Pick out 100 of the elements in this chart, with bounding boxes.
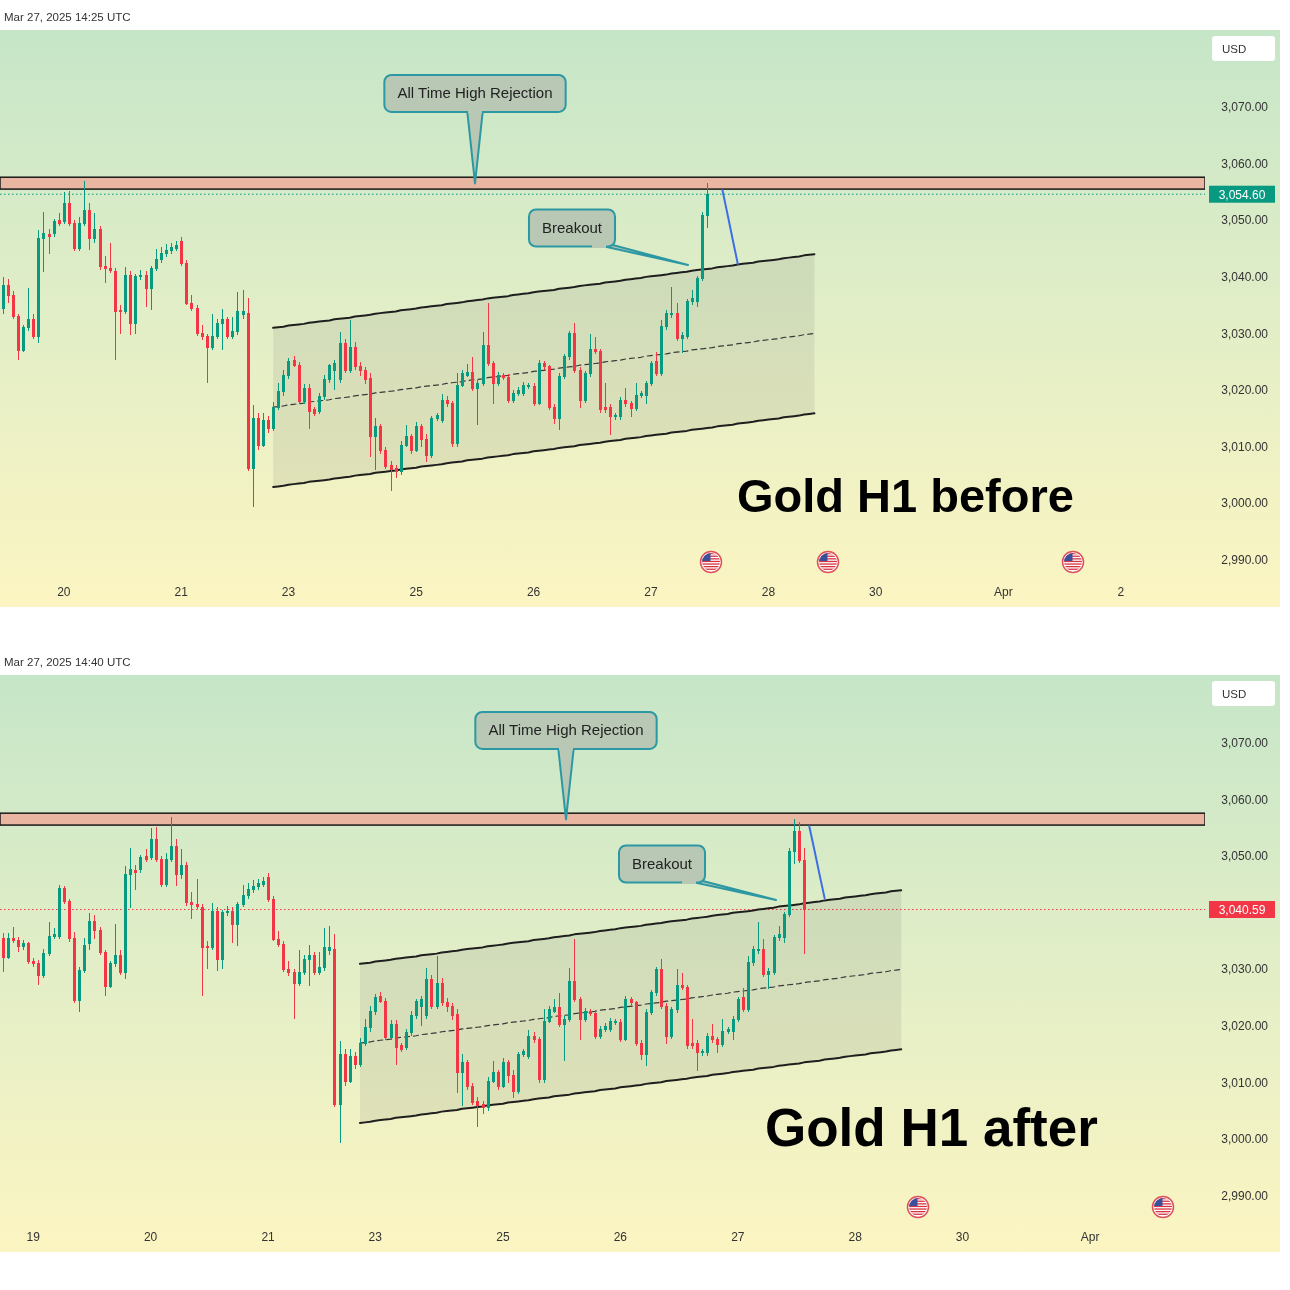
candlestick (252, 879, 255, 894)
candlestick (604, 1022, 607, 1033)
candlestick (482, 1100, 485, 1115)
candlestick (706, 1032, 709, 1057)
candlestick (242, 289, 245, 320)
candlestick (257, 412, 260, 451)
candlestick (73, 219, 76, 252)
y-tick-label: 3,020.00 (1221, 383, 1269, 398)
candlestick (492, 360, 495, 405)
line-series (808, 825, 826, 900)
candlestick (517, 386, 520, 397)
candlestick (461, 1053, 464, 1107)
candlestick (415, 421, 418, 453)
candlestick (226, 905, 229, 917)
y-tick-label: 3,020.00 (1221, 1019, 1269, 1034)
candlestick (548, 1005, 551, 1024)
candlestick (752, 945, 755, 967)
candlestick (716, 1036, 719, 1054)
candlestick (783, 911, 786, 944)
candlestick (624, 995, 627, 1042)
candlestick (42, 948, 45, 979)
x-tick-label: 21 (174, 585, 189, 599)
x-tick-label: 27 (644, 585, 658, 599)
candlestick (584, 1007, 587, 1023)
candlestick (635, 1000, 638, 1047)
candlestick (660, 319, 663, 377)
candlestick (665, 309, 668, 331)
candlestick (211, 902, 214, 951)
x-tick-label: 25 (409, 585, 424, 599)
candlestick (456, 1008, 459, 1094)
candlestick (696, 1039, 699, 1072)
candlestick (400, 1042, 403, 1053)
candlestick (114, 923, 117, 968)
line-series (359, 968, 902, 1044)
candlestick (395, 464, 398, 479)
candlestick (747, 955, 750, 1013)
candlestick (533, 1031, 536, 1044)
candlestick (686, 984, 689, 1050)
y-tick-label: 3,060.00 (1221, 792, 1269, 807)
x-tick-label: Apr (993, 585, 1013, 599)
candlestick (737, 996, 740, 1023)
candlestick (681, 972, 684, 991)
candlestick (236, 901, 239, 947)
candlestick (614, 1018, 617, 1026)
y-tick-label: 3,010.00 (1221, 1075, 1269, 1090)
candlestick (584, 370, 587, 404)
candlestick (732, 1015, 735, 1041)
candlestick (553, 998, 556, 1014)
candlestick (441, 393, 444, 424)
candlestick (630, 996, 633, 1007)
candlestick (155, 248, 158, 272)
candlestick (793, 818, 796, 865)
candlestick (502, 372, 505, 381)
candlestick (599, 348, 602, 414)
candlestick (282, 369, 285, 397)
candlestick (379, 991, 382, 1004)
candlestick (441, 977, 444, 1007)
text: Mar 27, 2025 14:40 UTC (4, 656, 131, 668)
candlestick (27, 287, 30, 332)
candlestick (7, 278, 10, 304)
candlestick (395, 1019, 398, 1066)
candlestick (145, 848, 148, 863)
candlestick (78, 966, 81, 1013)
candlestick (196, 304, 199, 337)
candlestick (757, 921, 760, 955)
candlestick (543, 1008, 546, 1084)
y-tick-label: 3,050.00 (1221, 849, 1269, 864)
candlestick (624, 387, 627, 408)
candlestick (573, 938, 576, 1003)
candlestick (344, 1048, 347, 1087)
candlestick (635, 382, 638, 412)
candlestick (119, 949, 122, 976)
candlestick (670, 1006, 673, 1040)
candlestick (594, 336, 597, 355)
candlestick (374, 993, 377, 1016)
candlestick (2, 932, 5, 973)
candlestick (58, 212, 61, 227)
candlestick (323, 927, 326, 972)
candlestick (303, 383, 306, 405)
annotation: All Time High Rejection (397, 84, 553, 102)
candlestick (645, 380, 648, 405)
candlestick (88, 912, 91, 951)
candlestick (150, 827, 153, 861)
candlestick (282, 940, 285, 973)
candlestick (420, 423, 423, 448)
candlestick (333, 359, 336, 391)
candlestick (328, 925, 331, 956)
x-tick-label: 26 (613, 1230, 628, 1244)
candlestick (691, 1018, 694, 1050)
x-tick-label: 23 (281, 585, 296, 599)
x-tick-label: 20 (143, 1230, 158, 1244)
candlestick (313, 406, 316, 417)
y-tick-label: 3,050.00 (1221, 213, 1269, 228)
candlestick (487, 1076, 490, 1112)
candlestick (379, 423, 382, 455)
candlestick (507, 1059, 510, 1084)
candlestick (277, 930, 280, 948)
candlestick (655, 351, 658, 377)
y-tick-label: 3,000.00 (1221, 1132, 1269, 1147)
candlestick (798, 821, 801, 864)
